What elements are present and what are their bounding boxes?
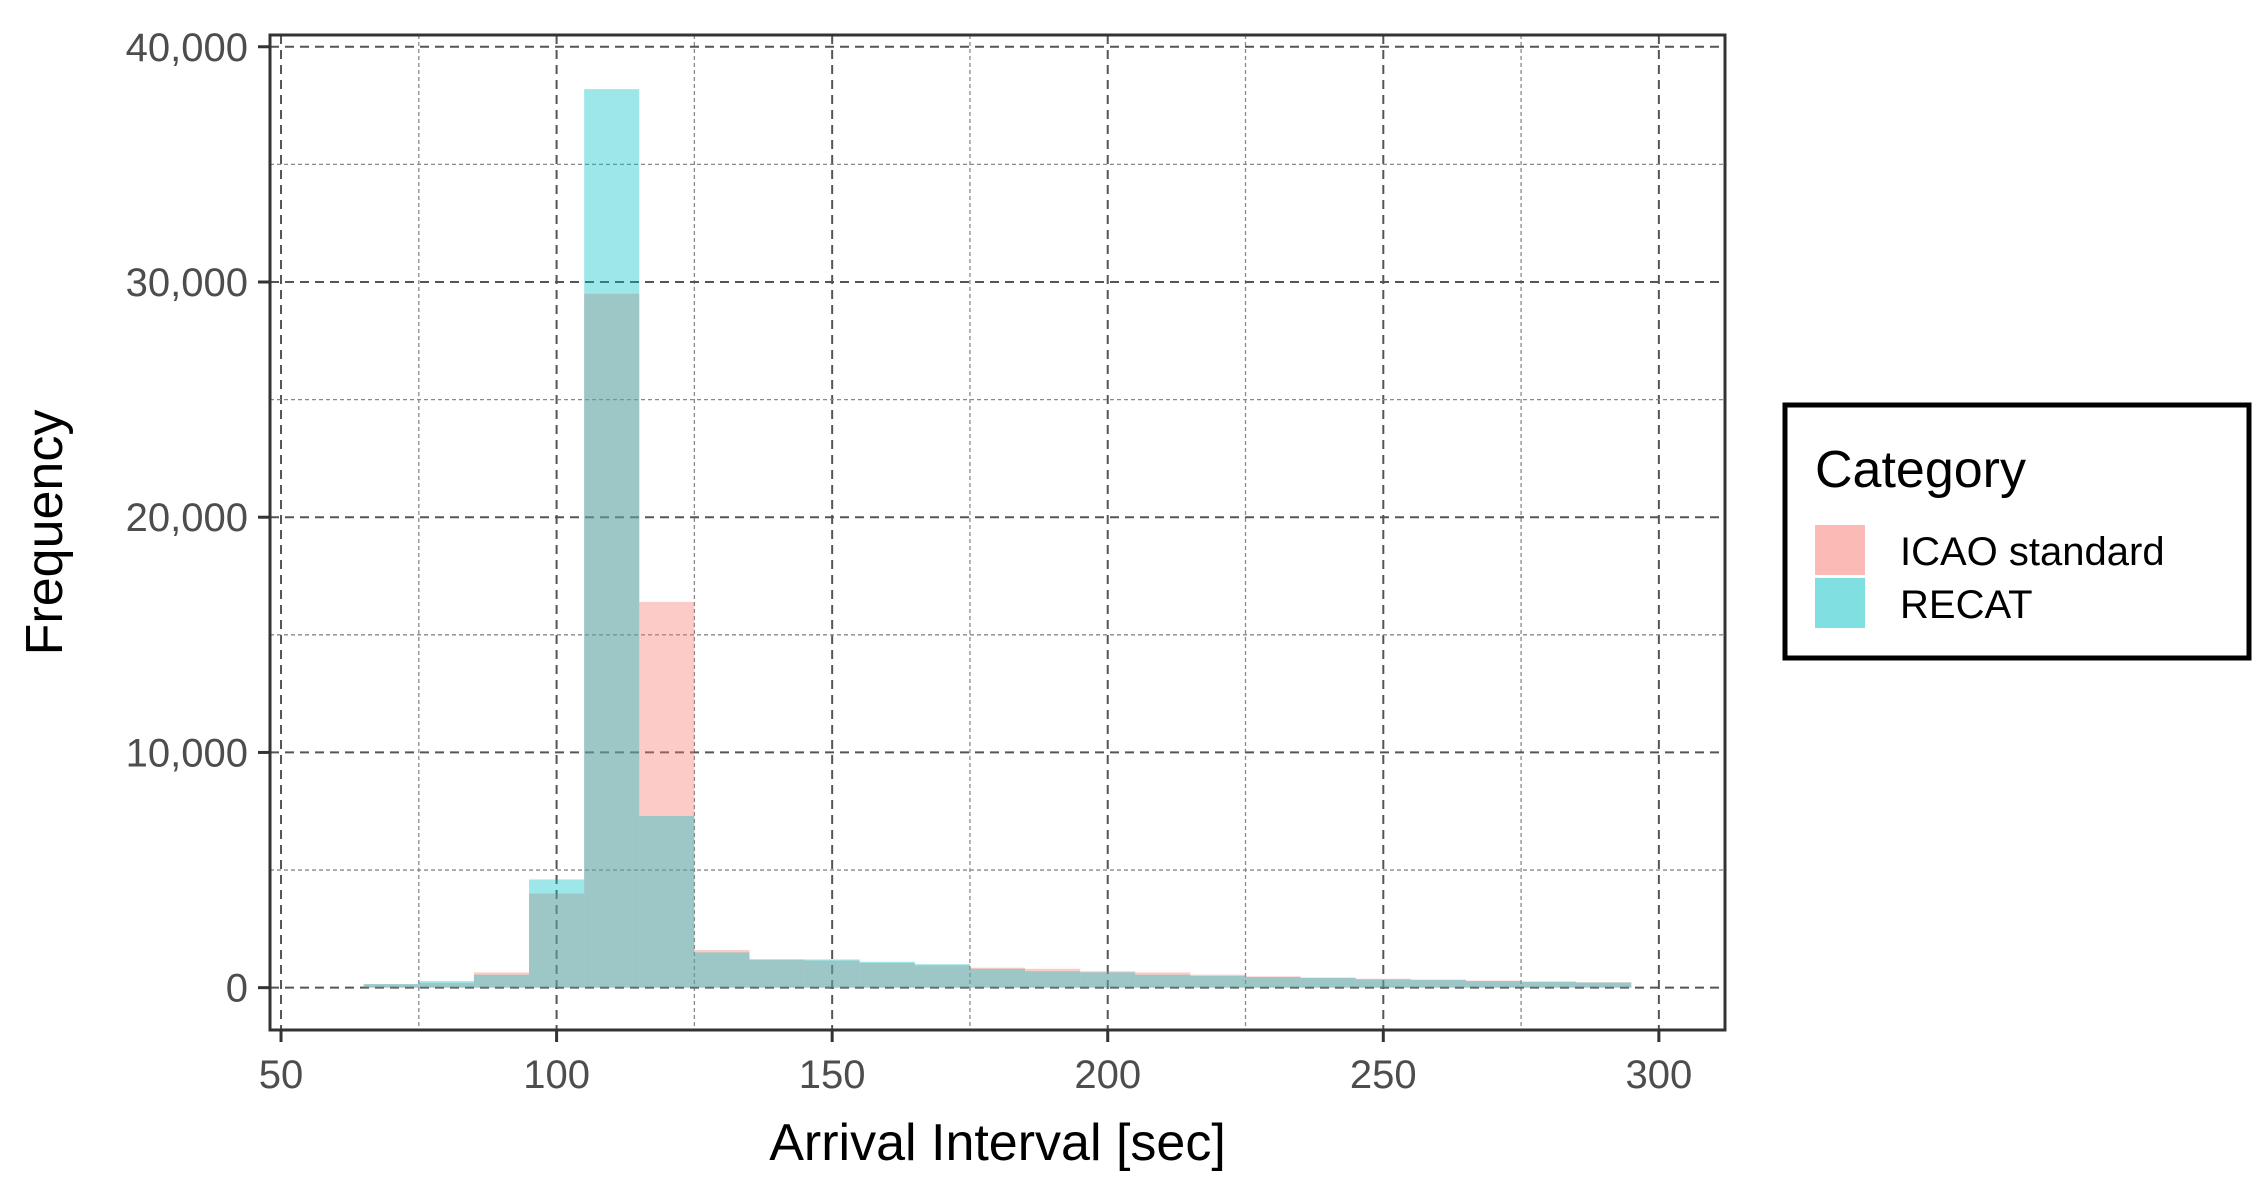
bar-icao-standard-240 bbox=[1300, 977, 1356, 988]
legend-title: Category bbox=[1815, 441, 2026, 499]
bar-recat-290 bbox=[1576, 982, 1632, 988]
bar-recat-240 bbox=[1300, 977, 1356, 988]
bar-icao-standard-130 bbox=[694, 950, 750, 988]
x-tick-label: 100 bbox=[523, 1053, 590, 1097]
bar-icao-standard-90 bbox=[473, 972, 530, 988]
bar-icao-standard-80 bbox=[418, 982, 474, 988]
bar-icao-standard-250 bbox=[1355, 978, 1411, 988]
bar-recat-90 bbox=[473, 974, 530, 988]
y-tick-label: 0 bbox=[226, 967, 248, 1011]
x-axis-title: Arrival Interval [sec] bbox=[769, 1114, 1226, 1172]
bar-recat-210 bbox=[1135, 974, 1191, 988]
bar-recat-80 bbox=[418, 981, 474, 988]
bar-icao-standard-160 bbox=[859, 962, 915, 988]
bar-recat-140 bbox=[749, 959, 805, 988]
bar-icao-standard-180 bbox=[969, 967, 1026, 988]
bar-recat-70 bbox=[363, 984, 419, 988]
y-axis-title: Frequency bbox=[16, 410, 74, 656]
bar-recat-190 bbox=[1025, 971, 1081, 988]
bar-recat-230 bbox=[1245, 977, 1301, 988]
bar-icao-standard-140 bbox=[749, 959, 805, 988]
bar-icao-standard-260 bbox=[1410, 979, 1466, 988]
bar-recat-120 bbox=[639, 815, 695, 988]
legend-key-recat bbox=[1815, 578, 1865, 628]
axis-ticks: 50 100 150 200 250 300 0 10,000 20,000 30,000 40,0… bbox=[126, 26, 1693, 1097]
bar-recat-200 bbox=[1080, 972, 1136, 988]
x-tick-label: 250 bbox=[1350, 1053, 1417, 1097]
grid-lines bbox=[270, 35, 1725, 1030]
bar-recat-130 bbox=[694, 952, 750, 988]
bar-recat-270 bbox=[1465, 981, 1522, 988]
y-tick-label: 10,000 bbox=[126, 731, 248, 775]
bar-icao-standard-200 bbox=[1080, 971, 1136, 988]
plot-panel-border bbox=[268, 33, 1727, 1032]
bar-icao-standard-120 bbox=[639, 601, 695, 988]
bar-recat-170 bbox=[914, 964, 970, 988]
x-tick-label: 200 bbox=[1074, 1053, 1141, 1097]
bar-recat-180 bbox=[969, 968, 1026, 988]
bar-icao-standard-230 bbox=[1245, 976, 1301, 988]
bar-icao-standard-100 bbox=[529, 893, 585, 988]
bar-icao-standard-270 bbox=[1465, 980, 1522, 988]
bar-recat-250 bbox=[1355, 979, 1411, 988]
bar-recat-110 bbox=[584, 89, 640, 988]
legend: Category ICAO standard RECAT bbox=[1782, 402, 2252, 661]
bar-recat-280 bbox=[1521, 981, 1577, 988]
bar-icao-standard-170 bbox=[914, 965, 970, 988]
histogram-bars bbox=[363, 89, 1632, 988]
y-tick-label: 20,000 bbox=[126, 496, 248, 540]
bar-recat-160 bbox=[859, 961, 915, 988]
bar-icao-standard-70 bbox=[363, 984, 419, 988]
bar-recat-220 bbox=[1190, 975, 1246, 988]
bar-recat-100 bbox=[529, 879, 585, 988]
x-tick-label: 50 bbox=[259, 1053, 304, 1097]
bar-recat-260 bbox=[1410, 979, 1466, 988]
bar-icao-standard-110 bbox=[584, 293, 640, 988]
y-tick-label: 30,000 bbox=[126, 261, 248, 305]
bar-icao-standard-150 bbox=[804, 960, 860, 988]
bar-icao-standard-220 bbox=[1190, 974, 1246, 988]
bar-icao-standard-280 bbox=[1521, 981, 1577, 988]
bar-icao-standard-190 bbox=[1025, 968, 1081, 988]
legend-key-icao-standard bbox=[1815, 525, 1865, 575]
y-tick-label: 40,000 bbox=[126, 26, 248, 70]
bar-recat-150 bbox=[804, 959, 860, 988]
legend-label-icao-standard: ICAO standard bbox=[1900, 530, 2165, 574]
bar-icao-standard-290 bbox=[1576, 982, 1632, 988]
x-tick-label: 300 bbox=[1625, 1053, 1692, 1097]
x-tick-label: 150 bbox=[799, 1053, 866, 1097]
legend-label-recat: RECAT bbox=[1900, 583, 2033, 627]
bar-icao-standard-210 bbox=[1135, 972, 1191, 988]
